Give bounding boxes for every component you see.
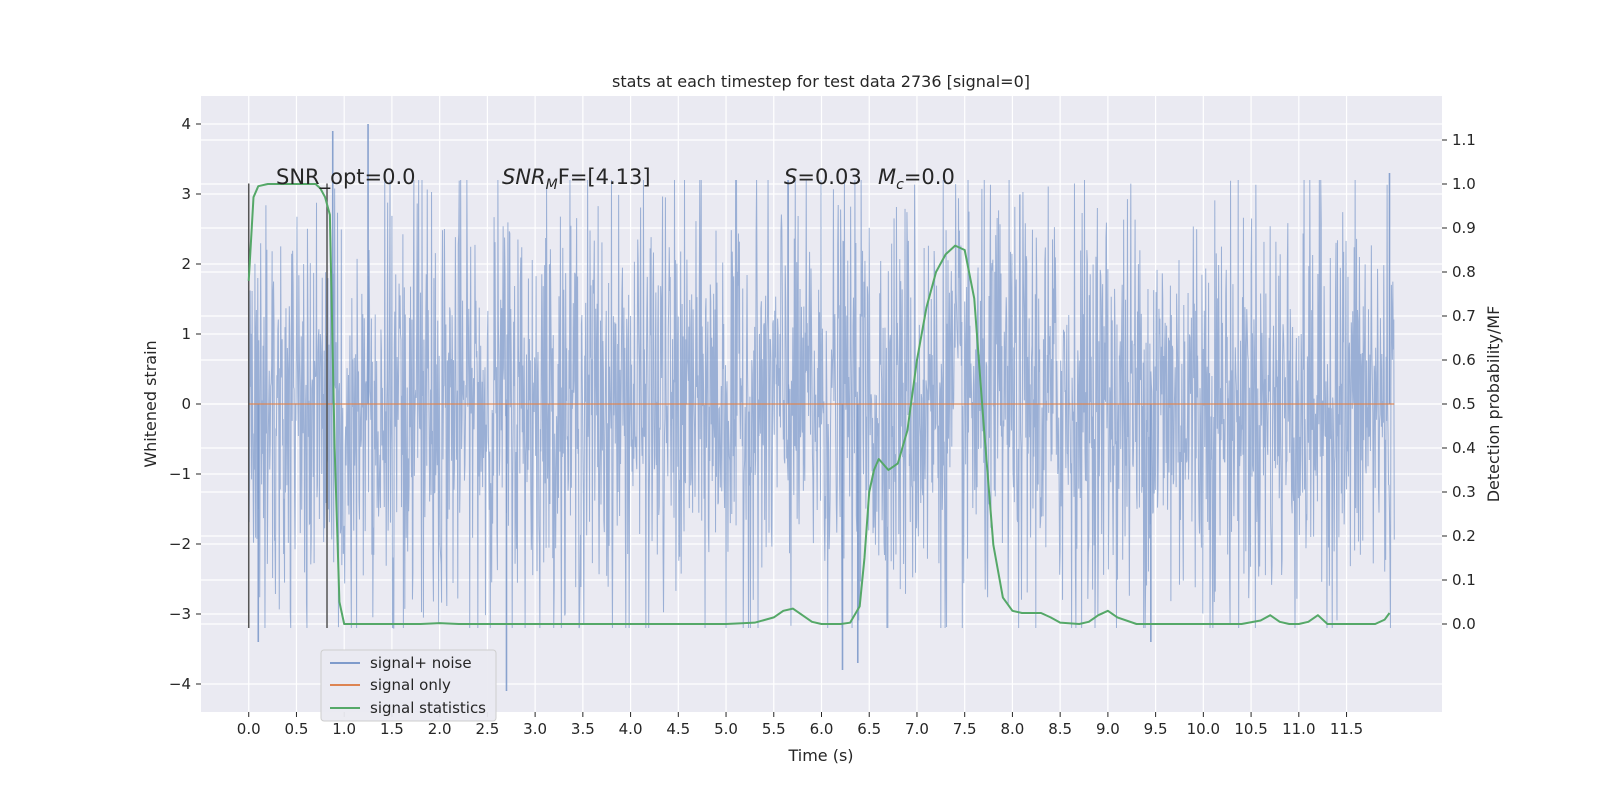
x-tick-label: 6.5 xyxy=(857,720,881,738)
x-tick-label: 11.0 xyxy=(1282,720,1315,738)
y-left-tick-label: 1 xyxy=(181,325,191,343)
x-tick-label: 6.0 xyxy=(810,720,834,738)
x-tick-label: 1.0 xyxy=(332,720,356,738)
y-right-tick-label: 1.1 xyxy=(1452,131,1476,149)
annotation-mc-value: Mc=0.0 xyxy=(878,165,955,193)
y-right-tick-label: 0.1 xyxy=(1452,571,1476,589)
y-left-axis-label: Whitened strain xyxy=(141,340,160,467)
legend-box xyxy=(320,649,497,722)
x-axis-ticks: 0.0 0.5 1.0 1.5 2.0 2.5 3.0 3.5 4.0 4.5 5.0 5.5 6.0 6… xyxy=(237,712,1363,738)
x-tick-label: 9.0 xyxy=(1096,720,1120,738)
x-tick-label: 8.0 xyxy=(1000,720,1024,738)
legend-label-signal-only: signal only xyxy=(370,676,451,694)
y-left-tick-label: 2 xyxy=(181,255,191,273)
x-tick-label: 4.5 xyxy=(666,720,690,738)
x-tick-label: 5.0 xyxy=(714,720,738,738)
y-right-tick-label: 0.9 xyxy=(1452,219,1476,237)
legend-label-signal-noise: signal+ noise xyxy=(370,654,472,672)
x-tick-label: 11.5 xyxy=(1330,720,1363,738)
y-right-axis-label: Detection probability/MF xyxy=(1484,306,1503,503)
x-tick-label: 4.0 xyxy=(619,720,643,738)
series-signal-noise xyxy=(248,124,1395,691)
y-left-tick-label: −1 xyxy=(169,465,191,483)
legend-label-signal-statistics: signal statistics xyxy=(370,699,486,717)
x-tick-label: 0.5 xyxy=(285,720,309,738)
y-right-tick-label: 0.8 xyxy=(1452,263,1476,281)
x-tick-label: 3.5 xyxy=(571,720,595,738)
x-tick-label: 7.5 xyxy=(953,720,977,738)
y-left-axis-ticks: 4 3 2 1 0 −1 −2 −3 −4 xyxy=(169,115,201,693)
y-right-tick-label: 0.5 xyxy=(1452,395,1476,413)
x-tick-label: 3.0 xyxy=(523,720,547,738)
y-right-tick-label: 0.0 xyxy=(1452,615,1476,633)
vertical-markers xyxy=(247,183,328,628)
statistics-line xyxy=(247,183,1391,625)
x-tick-label: 2.5 xyxy=(475,720,499,738)
annotation-s-value: S=0.03 xyxy=(784,165,862,189)
annotation-snr-mf: SNRMF=[4.13] xyxy=(502,165,651,193)
noise-trace xyxy=(248,179,1395,629)
x-tick-label: 1.5 xyxy=(380,720,404,738)
annotation-snr-opt: SNR_opt=0.0 xyxy=(276,165,416,190)
y-left-tick-label: 4 xyxy=(181,115,191,133)
y-right-tick-label: 0.3 xyxy=(1452,483,1476,501)
x-axis-label: Time (s) xyxy=(787,746,853,765)
y-right-tick-label: 1.0 xyxy=(1452,175,1476,193)
y-right-tick-label: 0.2 xyxy=(1452,527,1476,545)
x-tick-label: 9.5 xyxy=(1144,720,1168,738)
chart-title: stats at each timestep for test data 273… xyxy=(612,72,1030,91)
x-tick-label: 5.5 xyxy=(762,720,786,738)
y-left-tick-label: −2 xyxy=(169,535,191,553)
y-left-tick-label: 0 xyxy=(181,395,191,413)
x-tick-label: 8.5 xyxy=(1048,720,1072,738)
y-left-tick-label: −3 xyxy=(169,605,191,623)
x-tick-label: 10.5 xyxy=(1234,720,1267,738)
y-right-tick-label: 0.7 xyxy=(1452,307,1476,325)
y-right-tick-label: 0.6 xyxy=(1452,351,1476,369)
x-tick-label: 0.0 xyxy=(237,720,261,738)
y-right-tick-label: 0.4 xyxy=(1452,439,1476,457)
y-left-tick-label: 3 xyxy=(181,185,191,203)
x-tick-label: 2.0 xyxy=(428,720,452,738)
legend: signal+ noise signal only signal statist… xyxy=(320,649,497,722)
x-tick-label: 7.0 xyxy=(905,720,929,738)
x-tick-label: 10.0 xyxy=(1187,720,1220,738)
y-left-tick-label: −4 xyxy=(169,675,191,693)
y-right-axis-ticks: 1.1 1.0 0.9 0.8 0.7 0.6 0.5 0.4 0.3 0.2 0.1 0.0 xyxy=(1442,131,1476,633)
series-signal-statistics xyxy=(247,183,1391,625)
